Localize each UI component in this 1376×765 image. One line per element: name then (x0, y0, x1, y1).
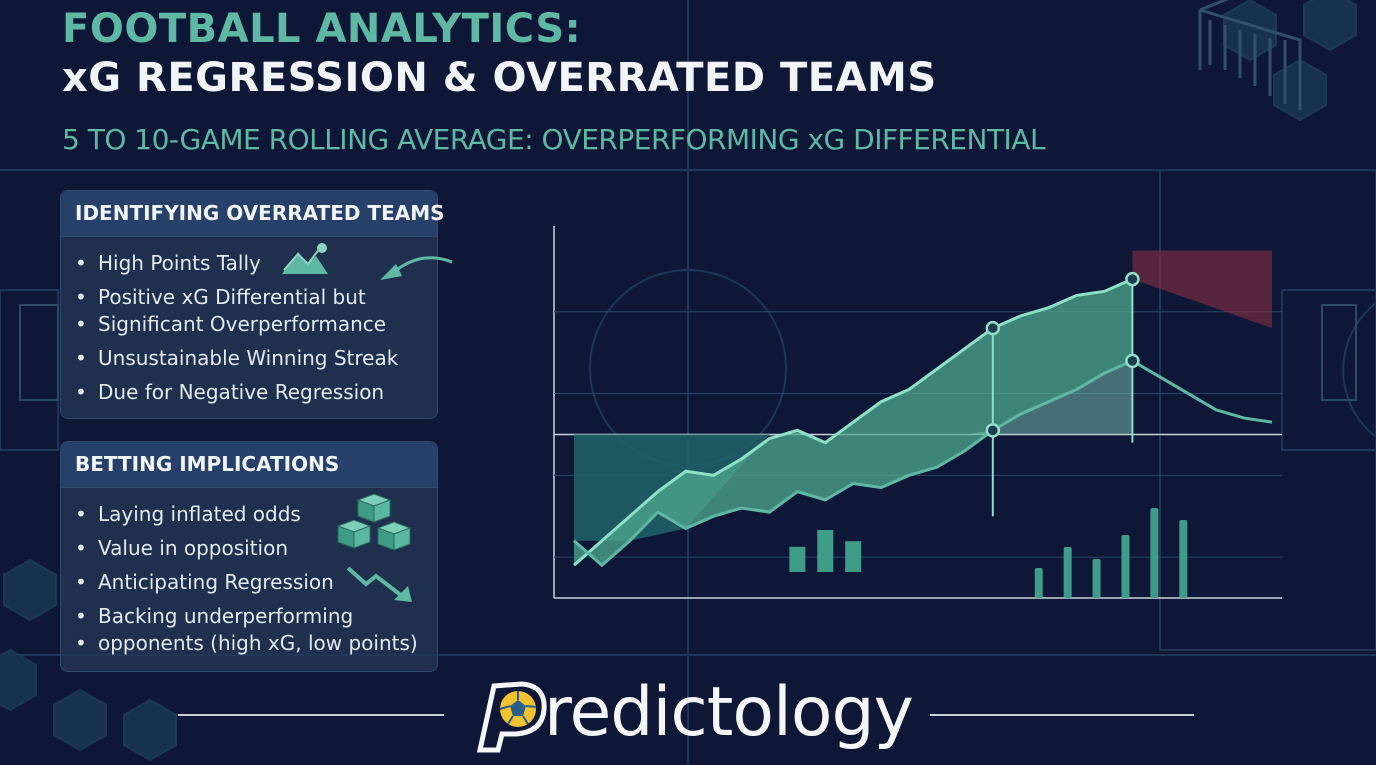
logo-text: redictology (544, 673, 914, 752)
curved-arrow-icon (380, 256, 453, 280)
xg-line (573, 359, 1273, 568)
volume-bar (845, 541, 862, 572)
data-point-marker (1125, 353, 1140, 369)
footer-rule-left (178, 714, 444, 716)
regression-zone (1132, 250, 1272, 329)
volume-bar (1179, 520, 1188, 598)
overrated-list: High Points Tally Positive xG Differenti… (61, 237, 437, 406)
panel-heading: BETTING IMPLICATIONS (61, 442, 437, 488)
predictology-logo: redictology (472, 668, 922, 758)
volume-bar (1034, 568, 1043, 598)
volume-bar (1063, 547, 1072, 598)
volume-bar (1121, 535, 1130, 598)
list-item-continuation: Significant Overperformance (61, 311, 437, 338)
overrated-teams-panel: IDENTIFYING OVERRATED TEAMS High Points … (60, 190, 445, 419)
xg-differential-chart (553, 226, 1282, 599)
volume-bar (1150, 508, 1159, 598)
footer-rule-right (930, 714, 1194, 716)
chart-lines (573, 277, 1273, 568)
volume-bar (789, 546, 806, 572)
list-item: Backing underperforming (61, 603, 437, 630)
list-item: Laying inflated odds (61, 501, 437, 528)
data-point-marker (1125, 271, 1140, 287)
data-point-marker (985, 423, 1001, 438)
list-item: Anticipating Regression (61, 569, 437, 596)
expected-area (964, 360, 1133, 435)
list-item-continuation: opponents (high xG, low points) (61, 630, 437, 657)
volume-bar (817, 530, 834, 572)
list-item: Value in opposition (61, 535, 437, 562)
cubes-icon (336, 494, 412, 551)
betting-implications-panel: BETTING IMPLICATIONS Laying inflated odd… (60, 441, 438, 672)
chart-markers (985, 271, 1140, 517)
list-item-text: Significant Overperformance (98, 312, 387, 336)
title-line-1: FOOTBALL ANALYTICS: (62, 6, 582, 52)
points-line (573, 277, 1134, 567)
list-item: Due for Negative Regression (61, 379, 437, 406)
list-item: High Points Tally (61, 250, 437, 277)
list-item: Positive xG Differential but (61, 284, 437, 311)
title-line-2: xG REGRESSION & OVERRATED TEAMS (62, 55, 937, 101)
list-item: Unsustainable Winning Streak (61, 345, 437, 372)
volume-bar (1092, 559, 1101, 598)
down-trend-arrow-icon (346, 566, 412, 602)
subtitle: 5 TO 10-GAME ROLLING AVERAGE: OVERPERFOR… (62, 123, 1046, 156)
list-item-text: opponents (high xG, low points) (98, 631, 418, 655)
data-point-marker (985, 320, 1001, 336)
chart-areas (574, 250, 1272, 566)
football-icon (476, 681, 547, 753)
panel-heading: IDENTIFYING OVERRATED TEAMS (61, 191, 445, 237)
mountain-chart-icon (282, 243, 328, 274)
implications-list: Laying inflated odds Value in opposition… (61, 488, 437, 657)
chart-bars (789, 508, 1188, 598)
